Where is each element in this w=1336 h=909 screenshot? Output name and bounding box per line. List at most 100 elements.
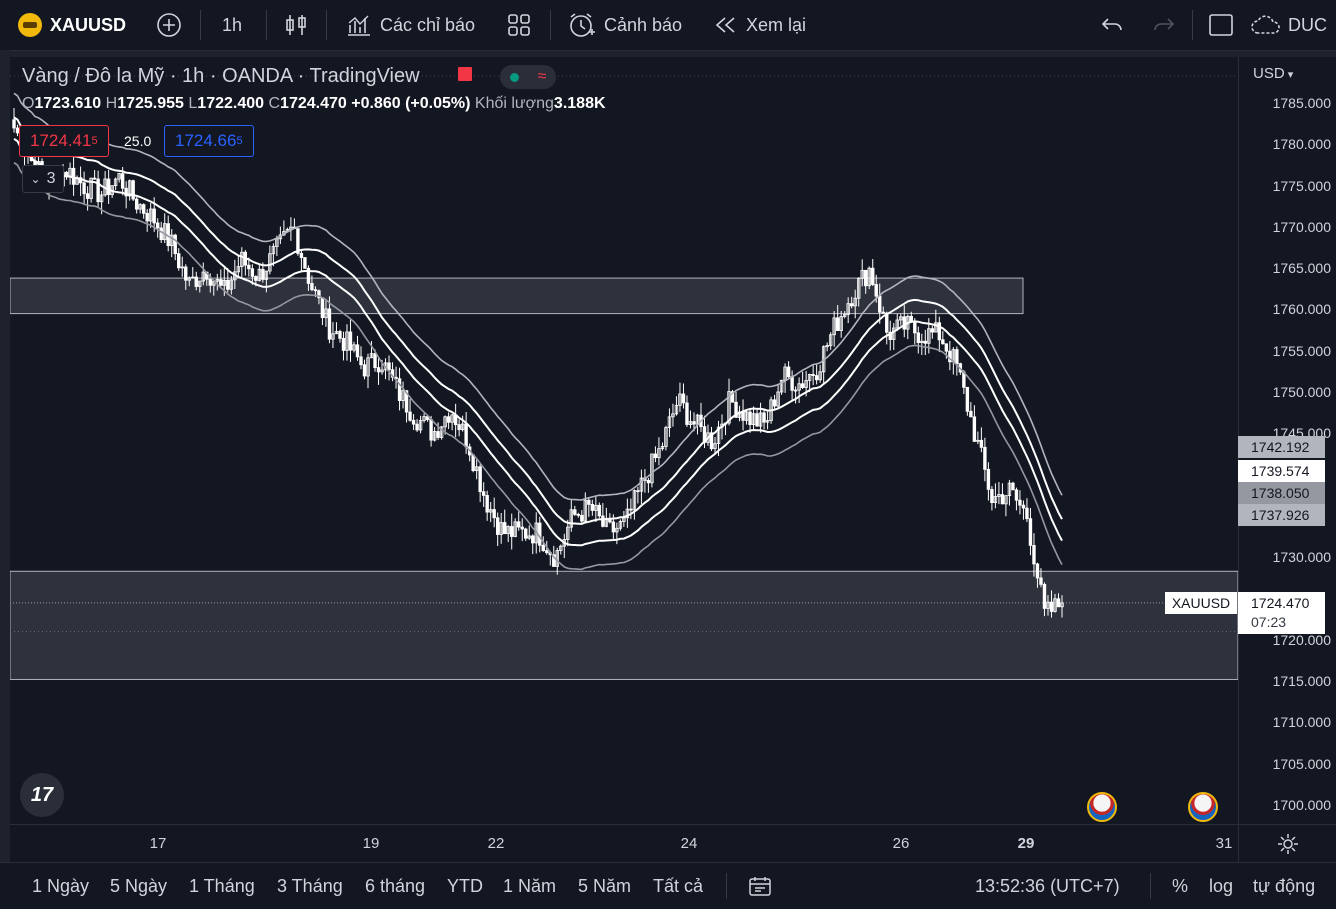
settings-gear-icon[interactable]	[1277, 833, 1299, 855]
candle-body	[990, 489, 994, 504]
flag-icon[interactable]	[458, 67, 472, 81]
candle-body	[436, 431, 440, 438]
indicator-value-badge: 1739.574	[1238, 460, 1325, 482]
price-chart[interactable]	[10, 57, 1238, 824]
candle-body	[727, 391, 731, 424]
percent-scale-toggle[interactable]: %	[1172, 875, 1189, 896]
alerts-button[interactable]: Cảnh báo	[568, 0, 682, 50]
candle-body	[566, 526, 570, 540]
range-3m[interactable]: 3 Tháng	[277, 875, 343, 896]
time-axis[interactable]: 17 19 22 24 26 29 31	[10, 824, 1238, 863]
undo-button[interactable]	[1100, 0, 1124, 50]
candle-body	[835, 317, 840, 331]
ma-lower-line	[13, 137, 1063, 547]
ma-upper-line	[13, 116, 1063, 525]
candle-body	[156, 222, 160, 229]
candle-body	[159, 227, 163, 241]
candle-body	[334, 331, 339, 335]
range-5y[interactable]: 5 Năm	[578, 875, 632, 896]
candle-body	[145, 212, 149, 222]
candle-body	[120, 173, 125, 189]
candle-body	[331, 333, 335, 340]
chart-type-button[interactable]	[284, 0, 308, 50]
indicators-button[interactable]: Các chỉ báo	[346, 0, 475, 50]
candle-body	[895, 319, 899, 329]
high-label: H	[105, 95, 118, 112]
currency-label: USD	[1253, 65, 1285, 82]
indicators-icon	[348, 15, 370, 36]
market-status-pill[interactable]: ≈	[500, 65, 556, 89]
high-value: 1725.955	[117, 95, 184, 112]
candle-body	[429, 419, 433, 441]
us-event-flag-icon[interactable]	[1087, 792, 1117, 822]
candle-body	[355, 344, 360, 358]
candle-body	[1046, 601, 1050, 609]
interval-button[interactable]: 1h	[222, 0, 242, 50]
candle-body	[492, 509, 496, 519]
support-zone	[10, 570, 1238, 680]
candle-body	[520, 526, 524, 530]
candle-body	[180, 266, 184, 269]
candle-body	[1018, 499, 1022, 506]
candle-body	[857, 277, 861, 299]
candle-body	[541, 544, 545, 552]
resistance-zone	[10, 277, 1024, 315]
last-price-value: 1724.470	[1251, 595, 1310, 611]
ma-lower-band	[13, 162, 1063, 571]
collapse-indicators-button[interactable]: ⌄ 3	[22, 165, 64, 193]
buy-button[interactable]: 1724.66 5	[164, 125, 254, 157]
candle-body	[538, 522, 542, 546]
redo-button[interactable]	[1152, 0, 1176, 50]
candle-body	[881, 311, 885, 314]
time-tick: 26	[892, 835, 910, 852]
range-1y[interactable]: 1 Năm	[503, 875, 557, 896]
price-axis[interactable]: USD ▾ 1785.000 1780.000 1775.000 1770.000 17…	[1238, 57, 1336, 824]
tradingview-logo-icon[interactable]: 17	[20, 773, 64, 817]
goto-date-button[interactable]	[748, 863, 772, 909]
price-tick: 1705.000	[1272, 755, 1331, 772]
us-event-flag-icon[interactable]	[1188, 792, 1218, 822]
candle-body	[874, 284, 878, 297]
cloud-save-button[interactable]: DUC	[1250, 0, 1327, 50]
candle-body	[481, 491, 486, 496]
candle-body	[306, 267, 311, 284]
candle-body	[352, 344, 356, 351]
buy-price-sup: 5	[236, 135, 243, 147]
chart-pane[interactable]: Vàng / Đô la Mỹ · 1h · OANDA · TradingVi…	[10, 57, 1238, 824]
currency-selector[interactable]: USD ▾	[1253, 65, 1293, 82]
candle-body	[527, 535, 531, 539]
candle-body	[464, 423, 468, 448]
log-scale-toggle[interactable]: log	[1209, 875, 1234, 896]
range-6m[interactable]: 6 tháng	[365, 875, 426, 896]
candle-body	[177, 253, 181, 269]
sell-button[interactable]: 1724.41 5	[19, 125, 109, 157]
candle-body	[762, 412, 766, 423]
candle-body	[439, 426, 444, 438]
auto-scale-toggle[interactable]: tự động	[1253, 875, 1316, 896]
candle-body	[587, 499, 591, 505]
candle-body	[327, 308, 332, 340]
range-1m[interactable]: 1 Tháng	[189, 875, 255, 896]
buy-price: 1724.66	[175, 131, 237, 150]
indicator-value-badge: 1737.926	[1238, 504, 1325, 526]
layouts-button[interactable]	[507, 0, 531, 50]
fullscreen-button[interactable]	[1208, 0, 1234, 50]
symbol-search-button[interactable]: XAUUSD	[18, 0, 126, 50]
range-all[interactable]: Tất cả	[653, 875, 704, 896]
price-tick: 1765.000	[1272, 260, 1331, 277]
indicator-value-badge: 1738.050	[1238, 482, 1325, 504]
candle-body	[296, 228, 300, 254]
range-1d[interactable]: 1 Ngày	[32, 875, 90, 896]
compare-symbol-button[interactable]	[156, 0, 182, 50]
clock-timezone[interactable]: 13:52:36 (UTC+7)	[975, 875, 1120, 896]
left-drawing-toolbar	[0, 50, 10, 862]
replay-button[interactable]: Xem lại	[714, 0, 806, 50]
candle-body	[1011, 482, 1015, 491]
candle-body	[499, 522, 503, 535]
candle-body	[902, 316, 906, 330]
candle-body	[485, 495, 489, 513]
candle-body	[1032, 544, 1036, 565]
candle-body	[208, 278, 212, 286]
range-5d[interactable]: 5 Ngày	[110, 875, 168, 896]
range-ytd[interactable]: YTD	[447, 875, 483, 896]
